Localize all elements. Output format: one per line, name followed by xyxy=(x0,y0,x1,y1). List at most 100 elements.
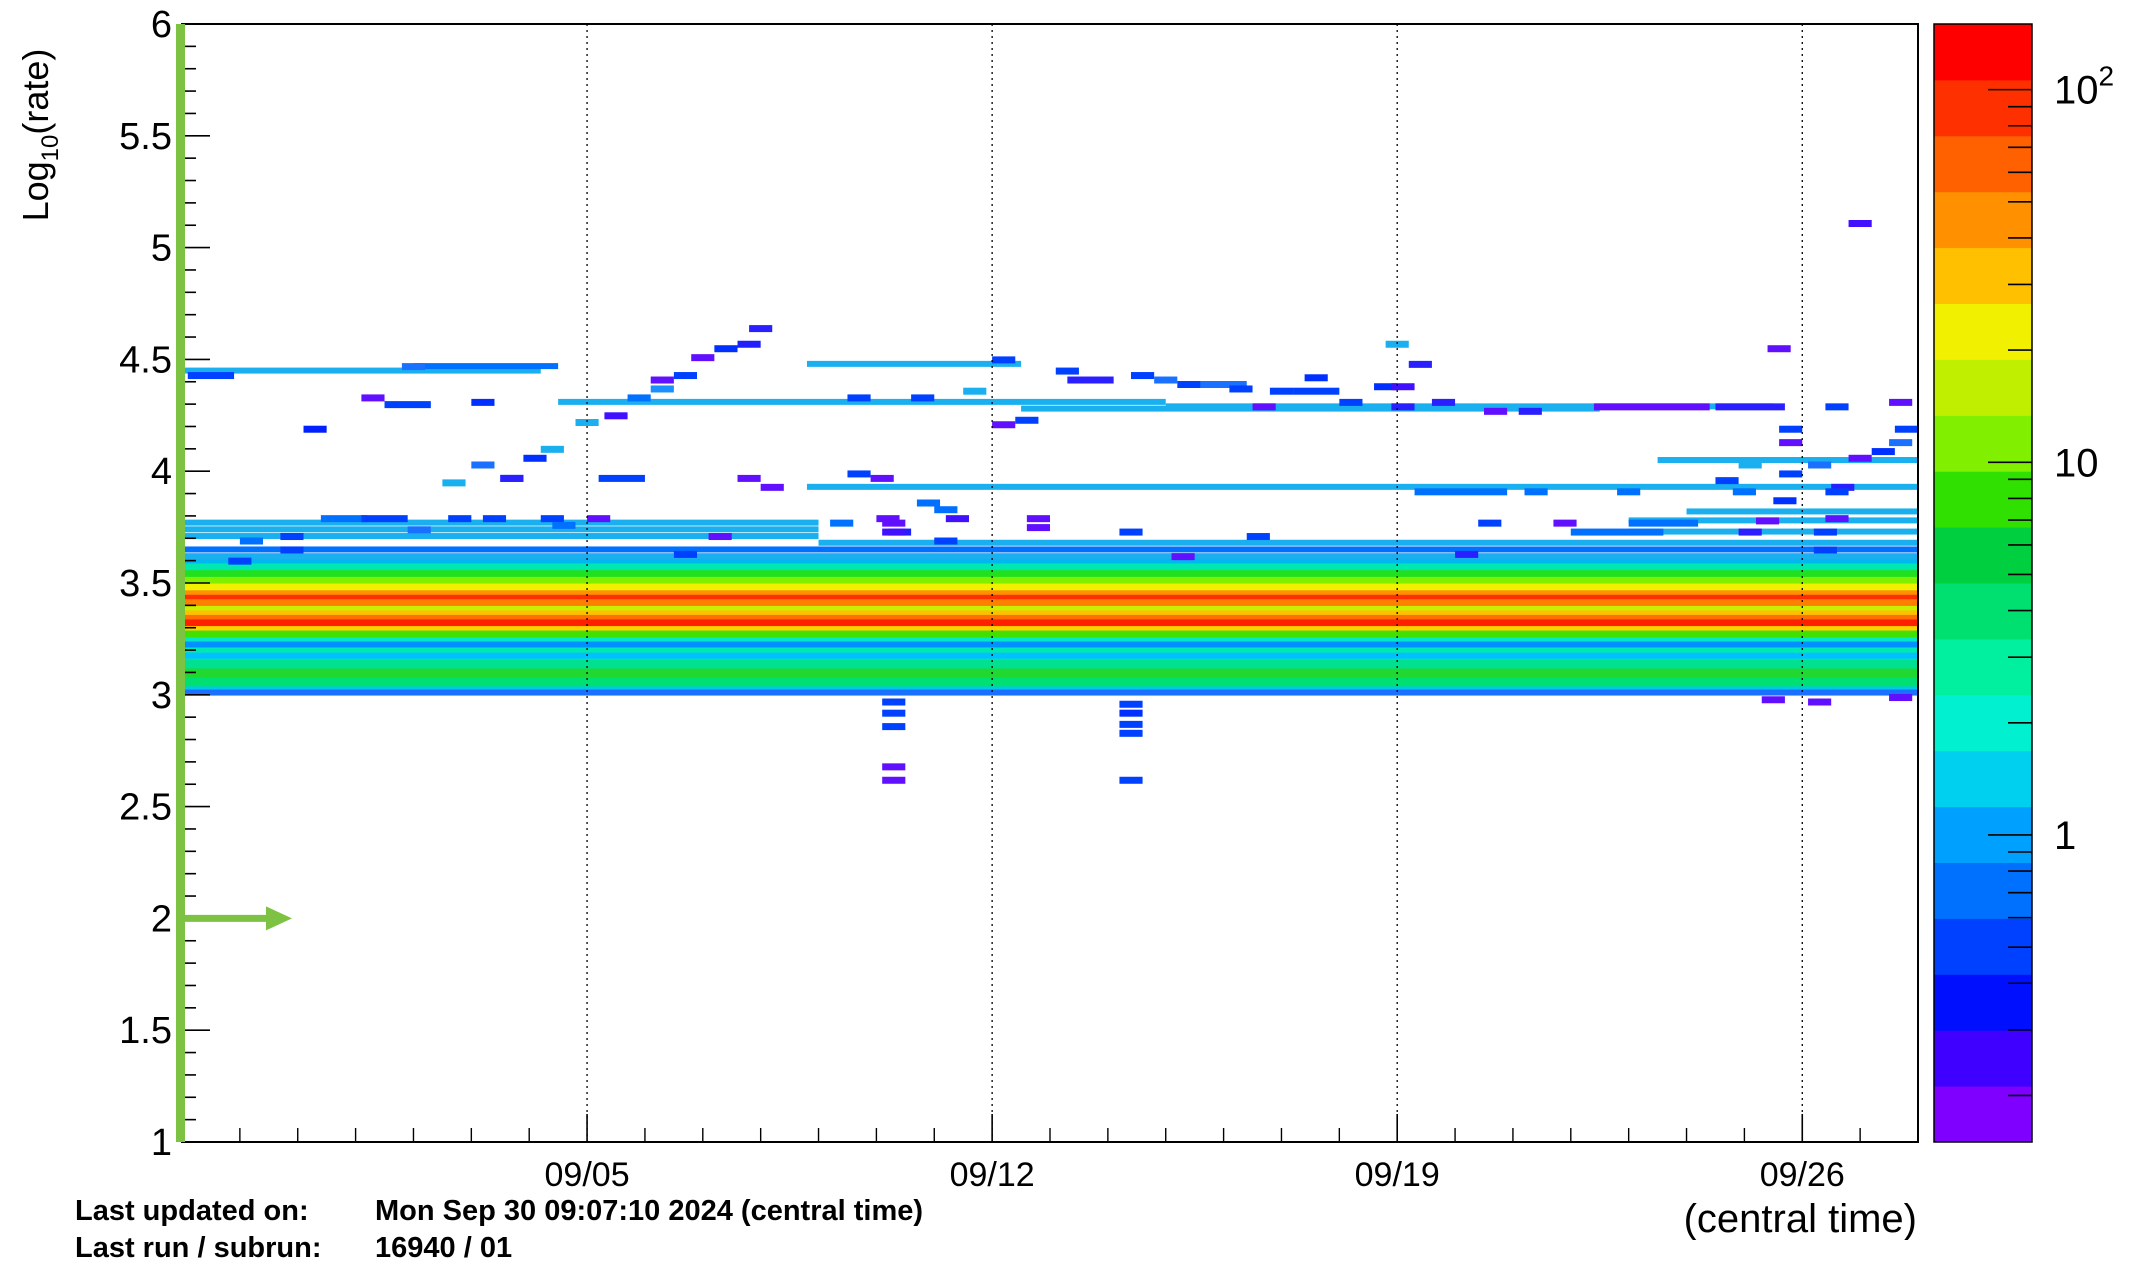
colorbar-segment xyxy=(1934,415,2032,472)
heatmap-cell xyxy=(1304,374,1328,382)
heatmap-cell xyxy=(627,394,651,402)
heatmap-cell xyxy=(1553,519,1577,527)
heatmap-band xyxy=(182,618,1918,627)
heatmap-cell xyxy=(228,557,252,565)
heatmap-band xyxy=(182,625,1918,631)
heatmap-cell xyxy=(575,419,599,427)
heatmap-cell xyxy=(1617,488,1641,496)
heatmap-segments xyxy=(182,360,1919,696)
heatmap-band xyxy=(182,676,1918,687)
heatmap-cell xyxy=(448,515,472,523)
heatmap-cell xyxy=(911,394,935,402)
colorbar-label: 1 xyxy=(2054,814,2076,858)
heatmap-cell xyxy=(1391,383,1415,391)
heatmap-cell xyxy=(1269,387,1294,395)
threshold-bar xyxy=(176,24,185,1142)
heatmap-cell xyxy=(1738,461,1762,469)
heatmap-cell xyxy=(540,445,564,453)
heatmap-cell xyxy=(1825,515,1849,523)
last-updated-label: Last updated on: xyxy=(75,1195,309,1227)
heatmap-cell xyxy=(1177,380,1201,388)
heatmap-segment xyxy=(182,641,1918,648)
heatmap-cell xyxy=(1894,425,1918,433)
heatmap-cell xyxy=(1848,220,1872,228)
heatmap-cell xyxy=(760,483,784,491)
heatmap-cell xyxy=(1889,398,1913,406)
heatmap-cell xyxy=(714,345,738,353)
heatmap-cell xyxy=(1767,345,1791,353)
heatmap-cell xyxy=(650,376,674,384)
heatmap-band xyxy=(182,562,1918,571)
heatmap-cell xyxy=(1871,448,1895,456)
heatmap-band xyxy=(182,629,1918,638)
heatmap-segment xyxy=(182,533,819,540)
last-run-value: 16940 / 01 xyxy=(375,1232,513,1264)
y-tick-label: 3.5 xyxy=(119,563,172,605)
heatmap-cell xyxy=(1478,519,1502,527)
heatmap-segment xyxy=(1021,405,1600,412)
heatmap-cell xyxy=(280,533,304,541)
heatmap-cell xyxy=(1524,488,1548,496)
x-axis: 09/05 09/12 09/19 09/26 xyxy=(239,1114,1861,1194)
heatmap-cell xyxy=(1889,694,1913,702)
colorbar-segment xyxy=(1934,638,2032,696)
last-run-label: Last run / subrun: xyxy=(75,1232,322,1264)
heatmap-cell xyxy=(1246,533,1270,541)
heatmap-cell xyxy=(1593,403,1710,411)
heatmap-segment xyxy=(1628,528,1918,535)
heatmap-cell xyxy=(882,698,906,706)
heatmap-cell xyxy=(847,470,871,478)
heatmap-cell xyxy=(1779,470,1803,478)
heatmap-cell xyxy=(1119,776,1143,784)
y-axis-label: Log10(rate) xyxy=(15,49,64,222)
colorbar-segment xyxy=(1934,359,2032,416)
heatmap-cell xyxy=(1831,483,1855,491)
colorbar-segment xyxy=(1934,1030,2032,1087)
heatmap-cell xyxy=(1761,696,1785,704)
heatmap-segment xyxy=(806,483,1919,490)
heatmap-band xyxy=(182,589,1918,595)
heatmap-segment xyxy=(1657,457,1918,464)
heatmap-segment xyxy=(806,360,1022,367)
heatmap-cell xyxy=(934,537,958,545)
heatmap-cell xyxy=(239,537,264,545)
heatmap-band xyxy=(182,583,1918,591)
y-tick-label: 1 xyxy=(151,1122,172,1164)
heatmap-cell xyxy=(1779,425,1803,433)
colorbar-segment xyxy=(1934,135,2032,193)
y-tick-label: 6 xyxy=(151,4,172,46)
heatmap-cell xyxy=(876,515,900,523)
heatmap-cell xyxy=(280,546,304,554)
heatmap-cell xyxy=(500,474,524,482)
colorbar-segment xyxy=(1934,750,2032,808)
y-tick-label: 2 xyxy=(151,898,172,940)
x-gridlines xyxy=(586,24,1803,1142)
heatmap-band xyxy=(182,614,1918,620)
colorbar-segment xyxy=(1934,24,2032,81)
heatmap-cell xyxy=(934,506,958,514)
y-tick-label: 4.5 xyxy=(119,339,172,381)
heatmap-cell xyxy=(1455,550,1479,558)
heatmap-cell xyxy=(1813,546,1837,554)
heatmap-band xyxy=(182,569,1918,577)
heatmap-cell xyxy=(361,515,408,523)
heatmap-cell xyxy=(916,499,941,507)
colorbar-label-exponent: 2 xyxy=(2099,61,2115,92)
heatmap-cell xyxy=(442,479,466,487)
heatmap-cell xyxy=(708,533,732,541)
heatmap-segment xyxy=(182,367,541,374)
heatmap-cell xyxy=(1055,367,1079,375)
heatmap-cell xyxy=(401,363,426,371)
heatmap-cell xyxy=(1200,380,1247,388)
heatmap-cell xyxy=(1570,528,1664,536)
heatmap-cell xyxy=(1628,519,1699,527)
heatmap-cell xyxy=(587,515,611,523)
heatmap-cell xyxy=(1026,515,1050,523)
heatmap-cell xyxy=(691,354,715,362)
heatmap-cell xyxy=(320,515,368,523)
heatmap-segment xyxy=(182,652,1918,659)
colorbar-segment xyxy=(1934,191,2032,249)
y-axis: 1 1.5 2 2.5 3 3.5 4 4.5 5 5.5 6 xyxy=(119,4,210,1164)
heatmap-cell xyxy=(992,356,1016,364)
heatmap-cell xyxy=(1518,407,1542,415)
